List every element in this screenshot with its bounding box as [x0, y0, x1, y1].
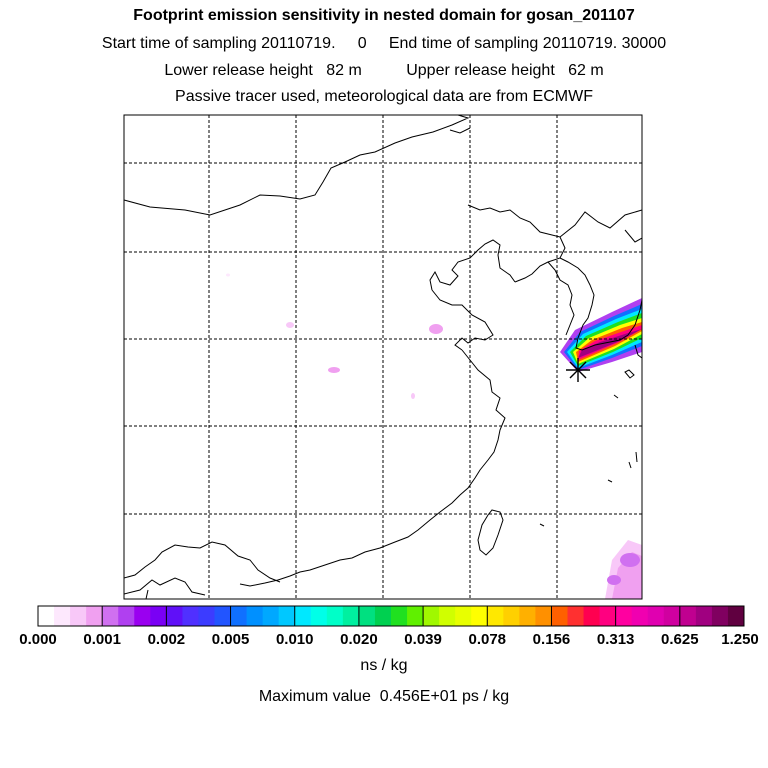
colorbar-tick-label: 0.039	[404, 631, 442, 648]
main-plume	[560, 298, 642, 372]
colorbar-swatch	[711, 606, 729, 626]
colorbar-swatch	[118, 606, 135, 626]
colorbar-swatch	[182, 606, 199, 626]
colorbar-tick-label: 0.005	[211, 631, 250, 648]
sensitivity-patch	[328, 367, 340, 373]
colorbar-swatch	[294, 606, 312, 626]
colorbar-swatch	[519, 606, 536, 626]
colorbar-tick-label: 1.250	[721, 631, 759, 648]
colorbar-swatch	[358, 606, 376, 626]
colorbar-swatch	[455, 606, 472, 626]
colorbar-swatch	[679, 606, 697, 626]
sensitivity-patch	[226, 273, 230, 277]
colorbar-swatch	[70, 606, 87, 626]
colorbar-tick-label: 0.625	[661, 631, 699, 648]
colorbar-swatch	[246, 606, 264, 626]
colorbar-swatch	[38, 606, 55, 626]
colorbar-swatch	[471, 606, 488, 626]
maximum-value-text: Maximum value 0.456E+01 ps / kg	[258, 688, 510, 705]
colorbar-swatch	[166, 606, 183, 626]
colorbar-swatch	[198, 606, 215, 626]
colorbar-tick-label: 0.156	[532, 631, 571, 648]
colorbar-swatch	[423, 606, 440, 626]
colorbar-tick-label: 0.078	[468, 631, 507, 648]
colorbar-tick-label: 0.313	[596, 631, 635, 648]
colorbar	[37, 605, 745, 627]
colorbar-tick-label: 0.010	[275, 631, 314, 648]
colorbar-tick-label: 0.000	[19, 631, 57, 648]
colorbar-swatch	[487, 606, 504, 626]
colorbar-swatch	[54, 606, 71, 626]
lat-lon-grid	[124, 115, 642, 599]
colorbar-swatch	[439, 606, 456, 626]
colorbar-swatch	[391, 606, 408, 626]
colorbar-swatch	[535, 606, 552, 626]
colorbar-swatch	[326, 606, 344, 626]
colorbar-swatch	[278, 606, 296, 626]
colorbar-tick-label: 0.001	[83, 631, 121, 648]
colorbar-swatch	[503, 606, 520, 626]
colorbar-swatch	[663, 606, 681, 626]
colorbar-swatch	[615, 606, 633, 626]
colorbar-swatch	[583, 606, 601, 626]
colorbar-swatch	[647, 606, 665, 626]
colorbar-swatch	[374, 606, 392, 626]
colorbar-swatch	[551, 606, 568, 626]
colorbar-tick-label: 0.002	[147, 631, 186, 648]
colorbar-swatch	[134, 606, 151, 626]
tracer-info-line: Passive tracer used, meteorological data…	[175, 88, 593, 105]
colorbar-swatch	[102, 606, 119, 626]
colorbar-swatch	[342, 606, 360, 626]
sensitivity-patch	[429, 324, 443, 334]
colorbar-swatch	[230, 606, 248, 626]
map-frame	[123, 114, 643, 600]
colorbar-swatch	[407, 606, 424, 626]
release-site-star-icon	[566, 358, 590, 382]
sampling-time-line: Start time of sampling 20110719. 0 End t…	[101, 35, 667, 52]
colorbar-swatch	[599, 606, 617, 626]
colorbar-swatch	[695, 606, 713, 626]
map-title: Footprint emission sensitivity in nested…	[133, 7, 635, 24]
coastlines	[124, 115, 642, 599]
sensitivity-patch	[411, 393, 415, 399]
colorbar-swatch	[567, 606, 585, 626]
southern-plume	[605, 540, 642, 599]
colorbar-outline	[37, 605, 745, 627]
colorbar-swatch	[86, 606, 103, 626]
colorbar-swatch	[310, 606, 328, 626]
colorbar-swatch	[727, 606, 745, 626]
colorbar-swatch	[262, 606, 280, 626]
colorbar-swatch	[150, 606, 167, 626]
colorbar-units: ns / kg	[360, 657, 408, 674]
colorbar-swatch	[214, 606, 232, 626]
release-height-line: Lower release height 82 m Upper release …	[164, 62, 604, 79]
sensitivity-patch	[286, 322, 294, 328]
colorbar-tick-label: 0.020	[340, 631, 378, 648]
colorbar-swatch	[631, 606, 649, 626]
